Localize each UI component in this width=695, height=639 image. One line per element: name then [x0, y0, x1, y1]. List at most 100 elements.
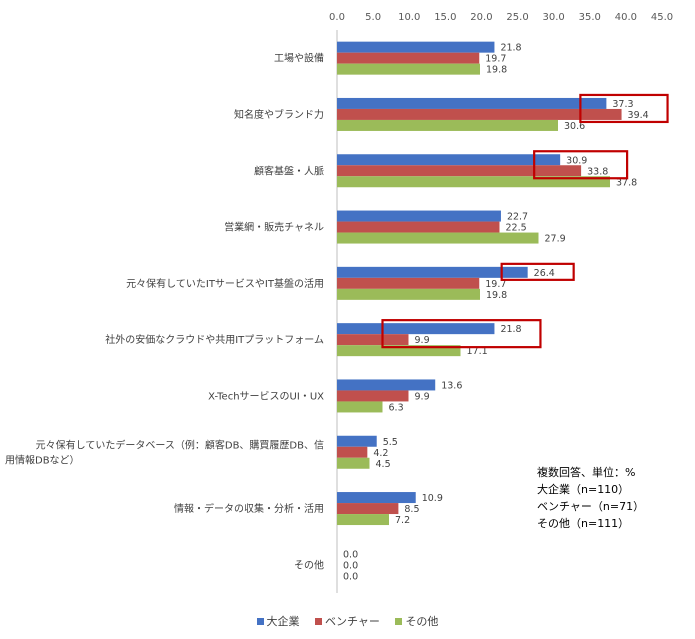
category-label: その他 — [294, 558, 324, 571]
value-label: 10.9 — [422, 493, 443, 504]
bar — [337, 165, 582, 177]
category-label: 情報・データの収集・分析・活用 — [174, 502, 324, 515]
bar — [337, 323, 495, 335]
bar — [337, 97, 607, 109]
value-label: 9.9 — [415, 391, 430, 402]
legend-swatch — [395, 617, 403, 625]
highlight-box — [533, 150, 629, 180]
note-line: 大企業（n=110） — [537, 483, 630, 496]
bar — [337, 457, 370, 469]
legend-swatch — [256, 617, 264, 625]
bar — [337, 108, 622, 120]
legend-label: 大企業 — [266, 615, 300, 628]
x-tick-label: 25.0 — [506, 12, 528, 23]
legend-swatch — [315, 617, 323, 625]
x-tick-label: 5.0 — [365, 12, 381, 23]
bar — [337, 514, 389, 526]
value-label: 7.2 — [395, 515, 410, 526]
value-label: 21.8 — [500, 43, 521, 54]
bar — [337, 41, 495, 53]
note-line: 複数回答、単位：% — [537, 466, 636, 479]
value-label: 19.7 — [485, 54, 506, 65]
legend-label: その他 — [405, 615, 439, 628]
category-label: 営業網・販売チャネル — [224, 221, 324, 234]
x-tick-label: 20.0 — [470, 12, 492, 23]
bar — [337, 266, 528, 278]
category-label: 工場や設備 — [274, 52, 324, 65]
value-labels: 21.819.719.837.339.430.630.933.837.822.7… — [343, 43, 649, 583]
value-label: 33.8 — [587, 166, 608, 177]
x-tick-label: 10.0 — [398, 12, 420, 23]
category-label: 社外の安価なクラウドや共用ITプラットフォーム — [105, 333, 324, 346]
bar — [337, 345, 461, 357]
value-label: 9.9 — [415, 335, 430, 346]
highlight-boxes — [381, 93, 669, 349]
chart-note: 複数回答、単位：% 大企業（n=110） ベンチャー（n=71） その他（n=1… — [537, 464, 644, 532]
value-label: 4.5 — [376, 459, 391, 470]
value-label: 19.8 — [486, 290, 507, 301]
bar — [337, 390, 409, 402]
bars — [337, 41, 622, 526]
legend: 大企業 ベンチャー その他 — [0, 613, 695, 629]
bar — [337, 379, 436, 391]
value-label: 19.8 — [486, 65, 507, 76]
value-label: 17.1 — [467, 346, 488, 357]
value-label: 0.0 — [343, 571, 358, 582]
value-label: 39.4 — [628, 110, 649, 121]
legend-label: ベンチャー — [325, 615, 380, 628]
bar — [337, 52, 480, 64]
x-tick-label: 0.0 — [329, 12, 345, 23]
value-label: 6.3 — [389, 402, 404, 413]
value-label: 22.7 — [507, 212, 528, 223]
category-label: 知名度やブランド力 — [234, 108, 324, 121]
highlight-box — [579, 93, 669, 124]
bar — [337, 446, 368, 458]
x-tick-label: 15.0 — [434, 12, 456, 23]
value-label: 30.9 — [566, 155, 587, 166]
x-axis-ticks: 0.0 5.0 10.0 15.0 20.0 25.0 30.0 35.0 40.0 45.0 — [329, 12, 673, 23]
bar — [337, 221, 500, 233]
x-tick-label: 40.0 — [615, 12, 637, 23]
bar — [337, 210, 501, 222]
highlight-box — [500, 262, 575, 281]
value-label: 5.5 — [383, 437, 398, 448]
value-label: 27.9 — [545, 234, 566, 245]
value-label: 22.5 — [506, 223, 527, 234]
bar — [337, 119, 558, 131]
category-label: X-TechサービスのUI・UX — [208, 390, 324, 402]
legend-item-large: 大企業 — [256, 613, 300, 629]
value-label: 4.2 — [373, 448, 388, 459]
bar — [337, 176, 610, 188]
bar — [337, 401, 383, 413]
value-label: 30.6 — [564, 121, 585, 132]
category-label: 顧客基盤・人脈 — [254, 164, 324, 177]
bar — [337, 503, 399, 515]
x-tick-label: 35.0 — [579, 12, 601, 23]
value-label: 0.0 — [343, 560, 358, 571]
bar-chart: 0.0 5.0 10.0 15.0 20.0 25.0 30.0 35.0 40.0 45.0 工… — [5, 12, 673, 593]
value-label: 26.4 — [534, 268, 555, 279]
bar — [337, 63, 480, 75]
bar — [337, 334, 409, 346]
category-label: 元々保有していたデータベース（例：顧客DB、購買履歴DB、信 — [36, 438, 324, 451]
value-label: 21.8 — [500, 324, 521, 335]
legend-item-venture: ベンチャー — [315, 613, 380, 629]
category-labels: 工場や設備知名度やブランド力顧客基盤・人脈営業網・販売チャネル元々保有していたI… — [5, 52, 324, 572]
value-label: 37.8 — [616, 177, 637, 188]
x-tick-label: 30.0 — [543, 12, 565, 23]
category-label: 用情報DBなど） — [5, 453, 80, 466]
value-label: 0.0 — [343, 549, 358, 560]
x-tick-label: 45.0 — [651, 12, 673, 23]
note-line: その他（n=111） — [537, 517, 630, 530]
legend-item-other: その他 — [395, 613, 438, 629]
value-label: 37.3 — [612, 99, 633, 110]
value-label: 19.7 — [485, 279, 506, 290]
bar — [337, 154, 561, 166]
highlight-box — [381, 319, 542, 349]
bar — [337, 277, 480, 289]
value-label: 8.5 — [404, 504, 419, 515]
bar — [337, 492, 416, 504]
bar — [337, 435, 377, 447]
note-line: ベンチャー（n=71） — [537, 500, 645, 513]
bar — [337, 288, 480, 300]
